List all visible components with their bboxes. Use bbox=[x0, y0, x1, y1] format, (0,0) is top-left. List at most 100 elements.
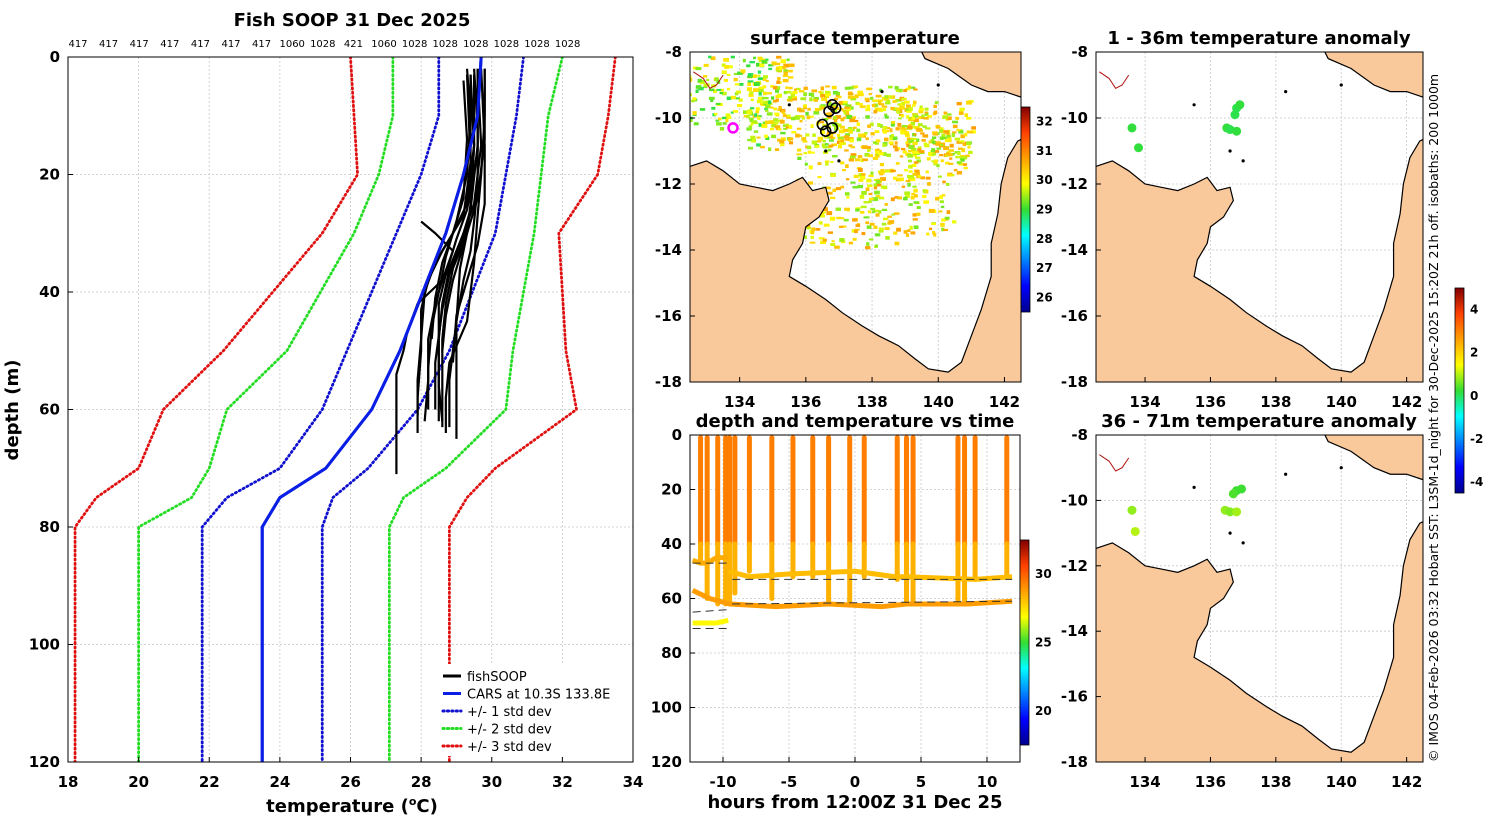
sst-map-land bbox=[690, 52, 1021, 382]
sst-pixel bbox=[675, 84, 679, 86]
sst-pixel bbox=[905, 104, 911, 108]
sst-pixel bbox=[872, 99, 878, 103]
sst-pixel bbox=[708, 96, 715, 100]
sst-pixel bbox=[840, 118, 845, 122]
sst-pixel bbox=[947, 173, 952, 177]
sst-pixel bbox=[697, 78, 702, 83]
sst-pixel bbox=[761, 123, 768, 128]
sst-pixel bbox=[905, 133, 910, 138]
sst-pixel bbox=[912, 113, 919, 117]
sst-pixel bbox=[939, 200, 944, 204]
sst-pixel bbox=[820, 86, 825, 91]
sst-pixel bbox=[710, 56, 716, 61]
sst-pixel bbox=[858, 133, 864, 138]
anomaly-36-71-title: 36 - 71m temperature anomaly bbox=[1101, 411, 1417, 432]
sst-pixel bbox=[846, 104, 851, 107]
sst-pixel bbox=[747, 75, 753, 78]
sst-pixel bbox=[848, 241, 854, 245]
sst-pixel bbox=[772, 85, 778, 90]
sst-pixel bbox=[763, 75, 768, 79]
sst-pixel bbox=[774, 148, 780, 152]
sst-pixel bbox=[777, 128, 782, 131]
sst-pixel bbox=[874, 233, 881, 237]
sst-pixel bbox=[875, 142, 879, 145]
sst-pixel bbox=[757, 96, 763, 100]
sst-pixel bbox=[912, 213, 917, 217]
fishsoop-profile-line bbox=[430, 80, 469, 340]
sst-pixel bbox=[922, 195, 927, 199]
sst-pixel bbox=[909, 225, 913, 230]
sst-pixel bbox=[911, 164, 917, 167]
sst-pixel bbox=[733, 77, 738, 82]
profile-legend: fishSOOP CARS at 10.3S 133.8E +/- 1 std de… bbox=[437, 664, 625, 756]
sst-pixel bbox=[863, 201, 869, 204]
sst-pixel bbox=[878, 103, 885, 106]
sst-pixel bbox=[931, 136, 937, 139]
depth-time-colorbar bbox=[1019, 539, 1030, 746]
anomaly-point bbox=[1127, 505, 1137, 515]
sst-pixel bbox=[840, 139, 845, 143]
sst-pixel bbox=[923, 200, 930, 204]
sst-pixel bbox=[863, 216, 870, 219]
sst-pixel bbox=[966, 116, 972, 120]
sst-pixel bbox=[900, 130, 906, 134]
bottom-track bbox=[727, 568, 1013, 582]
sst-pixel bbox=[764, 107, 768, 111]
sst-pixel bbox=[885, 235, 890, 240]
sst-pixel bbox=[840, 185, 845, 189]
sst-pixel bbox=[828, 139, 834, 142]
sst-pixel bbox=[859, 211, 865, 214]
sst-pixel bbox=[861, 173, 866, 176]
profile-y-tick-label: 0 bbox=[50, 48, 60, 66]
sst-pixel bbox=[918, 116, 924, 119]
sst-pixel bbox=[811, 140, 818, 145]
sst-pixel bbox=[714, 112, 718, 116]
anomaly-colorbar-tick-label: -2 bbox=[1470, 432, 1483, 446]
sst-pixel bbox=[897, 88, 903, 93]
sst-pixel bbox=[916, 206, 921, 210]
sst-pixel bbox=[721, 63, 726, 67]
sst-pixel bbox=[900, 114, 905, 118]
profile-top-label: 1028 bbox=[402, 39, 427, 50]
sst-pixel bbox=[701, 80, 705, 84]
sst-pixel bbox=[848, 144, 853, 147]
sst-colorbar-tick-label: 31 bbox=[1036, 144, 1053, 158]
sst-pixel bbox=[922, 125, 927, 128]
track-position-marker bbox=[819, 125, 832, 137]
sst-pixel bbox=[841, 100, 848, 104]
sst-pixel bbox=[886, 95, 893, 99]
sst-pixel bbox=[964, 154, 969, 157]
sst-pixel bbox=[903, 230, 908, 234]
bottom-track bbox=[691, 588, 1013, 610]
sst-pixel bbox=[868, 238, 874, 241]
sst-pixel bbox=[890, 106, 895, 111]
sst-pixel bbox=[870, 207, 876, 211]
sst-pixel bbox=[959, 107, 964, 112]
sst-pixel bbox=[782, 124, 787, 127]
sst-pixel bbox=[917, 148, 922, 152]
legend-label: fishSOOP bbox=[467, 670, 527, 685]
sst-pixel bbox=[788, 141, 794, 145]
sst-pixel bbox=[824, 94, 829, 98]
legend-label: +/- 1 std dev bbox=[467, 705, 552, 720]
sst-pixel bbox=[903, 196, 908, 200]
sst-pixel bbox=[964, 113, 969, 117]
profile-series-line bbox=[387, 57, 564, 762]
sst-pixel bbox=[905, 87, 911, 91]
sst-pixel bbox=[719, 92, 723, 95]
sst-pixel bbox=[911, 177, 916, 182]
map-y-tick-label: -8 bbox=[665, 43, 682, 61]
sst-pixel bbox=[721, 116, 728, 120]
sst-pixel bbox=[684, 82, 688, 84]
track-position-marker bbox=[823, 105, 835, 118]
anomaly-colorbar-tick-label: -4 bbox=[1470, 475, 1483, 489]
sst-pixel bbox=[690, 119, 693, 122]
sst-pixel bbox=[843, 218, 849, 222]
sst-pixel bbox=[903, 100, 910, 104]
sst-pixel bbox=[947, 153, 953, 157]
sst-pixel bbox=[868, 154, 873, 158]
sst-pixel bbox=[833, 119, 838, 123]
sst-pixel bbox=[759, 145, 765, 149]
sst-pixel bbox=[867, 146, 871, 149]
